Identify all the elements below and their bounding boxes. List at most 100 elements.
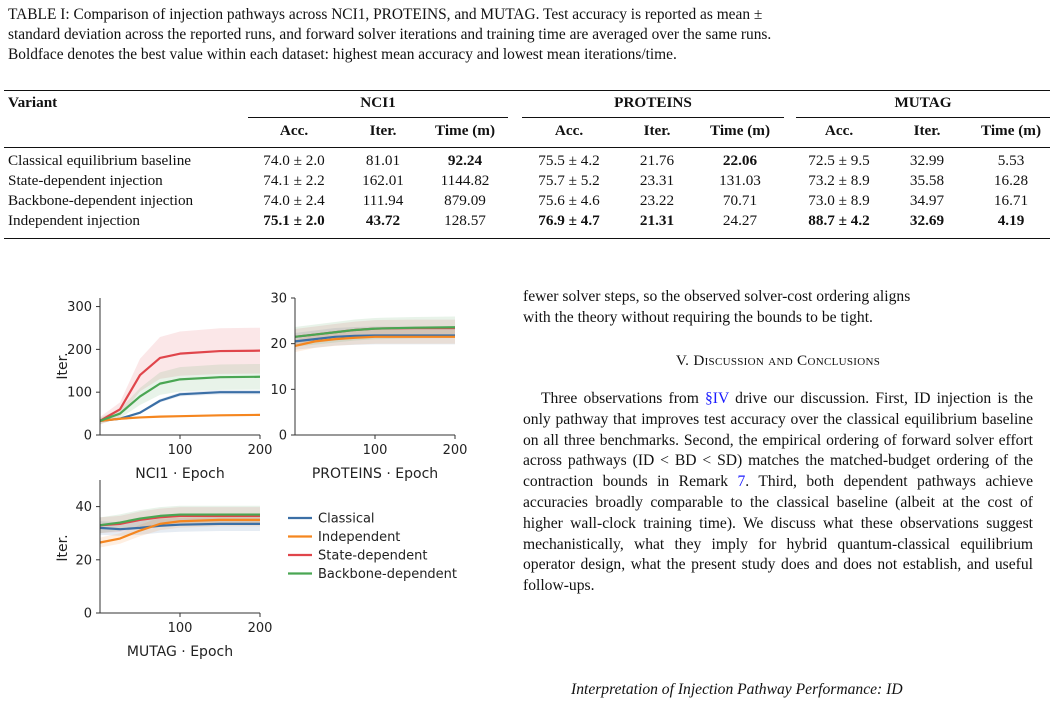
table-cell: 75.1 ± 2.0 [263, 212, 325, 229]
p1-text-b: drive our discussion. First, ID injectio… [523, 390, 1034, 491]
group-header-nci1: NCI1 [360, 94, 396, 111]
table-cell: 23.31 [639, 172, 675, 189]
table-cell: 22.06 [722, 152, 758, 169]
y-tick-label: 200 [67, 343, 92, 358]
y-axis-label-mutag: Iter. [55, 534, 71, 561]
table-top-rule [4, 90, 1050, 91]
y-tick-label: 20 [270, 337, 287, 352]
row-label: Independent injection [8, 212, 141, 229]
paragraph-1: Three observations from §IV drive our di… [523, 389, 1033, 597]
section-title: V. Discussion and Conclusions [675, 352, 881, 369]
table-cell: 21.31 [639, 212, 675, 229]
table-cell: 73.2 ± 8.9 [808, 172, 870, 189]
x-tick-label: 200 [248, 443, 273, 458]
table-cell: 72.5 ± 9.5 [808, 152, 870, 169]
table-cell: 5.53 [997, 152, 1025, 169]
series-line-classical [294, 334, 455, 343]
variant-header: Variant [8, 94, 58, 111]
para0-line-1: fewer solver steps, so the observed solv… [523, 288, 911, 305]
subheader-iter: Iter. [643, 122, 671, 139]
band-independent [100, 513, 260, 548]
table-cell: 16.71 [993, 192, 1029, 209]
series-line-independent [294, 335, 455, 348]
series-line-independent [99, 413, 261, 422]
caption-line-2: standard deviation across the reported r… [8, 26, 772, 43]
subheader-iter: Iter. [369, 122, 397, 139]
subheader-acc: Acc. [554, 122, 584, 139]
subheader-timem: Time (m) [980, 122, 1042, 139]
y-tick-label: 100 [67, 386, 92, 401]
x-tick-label: 100 [168, 621, 193, 636]
x-axis-label: MUTAG · Epoch [127, 644, 233, 660]
table-cell: 128.57 [444, 212, 486, 229]
subheader-timem: Time (m) [709, 122, 771, 139]
legend-label: Independent [318, 530, 400, 545]
paragraph-2: Interpretation of Injection Pathway Perf… [571, 681, 903, 698]
y-tick-label: 20 [75, 553, 92, 568]
x-axis-label: NCI1 · Epoch [135, 466, 225, 482]
table-cell: 70.71 [722, 192, 758, 209]
table-cell: 879.09 [444, 192, 486, 209]
series-line-backbone-dependent [99, 375, 261, 422]
group-header-proteins: PROTEINS [614, 94, 692, 111]
table-cell: 81.01 [365, 152, 401, 169]
table-cell: 21.76 [639, 152, 675, 169]
mutag-group-rule [796, 117, 1050, 118]
para0-line-2: with the theory without requiring the bo… [523, 308, 873, 326]
legend-label: Classical [318, 512, 375, 527]
legend-label: Backbone-dependent [318, 567, 457, 582]
band-backbone-dependent [100, 505, 260, 534]
table-cell: 4.19 [997, 212, 1025, 229]
series-line-backbone-dependent [99, 513, 260, 527]
y-tick-label: 0 [279, 429, 287, 444]
subheader-acc: Acc. [824, 122, 854, 139]
table-cell: 131.03 [719, 172, 761, 189]
band-backbone-dependent [100, 363, 260, 424]
table-cell: 92.24 [447, 152, 483, 169]
table-cell: 23.22 [639, 192, 675, 209]
x-tick-label: 100 [168, 443, 193, 458]
group-header-mutag: MUTAG [894, 94, 952, 111]
table-cell: 32.99 [909, 152, 945, 169]
table-cell: 1144.82 [440, 172, 490, 189]
table-cell: 32.69 [909, 212, 945, 229]
x-axis-label: PROTEINS · Epoch [312, 466, 438, 482]
y-tick-label: 40 [75, 500, 92, 515]
series-line-state-dependent [99, 514, 260, 527]
paragraph-0: fewer solver steps, so the observed solv… [523, 287, 1033, 329]
x-tick-label: 100 [363, 443, 388, 458]
section-iv-link[interactable]: §IV [705, 390, 729, 407]
table-cell: 162.01 [362, 172, 404, 189]
proteins-group-rule [522, 117, 784, 118]
remark-7-link[interactable]: 7 [737, 473, 746, 491]
table-cell: 34.97 [909, 192, 945, 209]
table-cell: 74.0 ± 2.4 [263, 192, 325, 209]
series-line-backbone-dependent [294, 326, 456, 338]
row-label: State-dependent injection [8, 172, 163, 189]
series-line-state-dependent [99, 349, 261, 422]
y-tick-label: 0 [84, 607, 92, 622]
y-axis-label-nci1: Iter. [55, 352, 71, 379]
p1-text-a: Three observations from [541, 390, 705, 407]
series-line-independent [99, 518, 260, 544]
caption-line-3: Boldface denotes the best value within e… [8, 46, 677, 63]
table-cell: 16.28 [993, 172, 1029, 189]
table-cell: 88.7 ± 4.2 [808, 212, 870, 229]
table-cell: 75.6 ± 4.6 [538, 192, 600, 209]
x-tick-label: 200 [248, 621, 273, 636]
table-cell: 111.94 [362, 192, 404, 209]
table-caption: TABLE I: Comparison of injection pathway… [8, 5, 1048, 65]
caption-line-1: TABLE I: Comparison of injection pathway… [8, 6, 763, 23]
subheader-timem: Time (m) [434, 122, 496, 139]
subheader-acc: Acc. [279, 122, 309, 139]
table-cell: 24.27 [722, 212, 758, 229]
table-bottom-rule [4, 238, 1050, 239]
row-label: Backbone-dependent injection [8, 192, 194, 209]
table-cell: 74.0 ± 2.0 [263, 152, 325, 169]
subheader-iter: Iter. [913, 122, 941, 139]
table-cell: 35.58 [909, 172, 945, 189]
row-label: Classical equilibrium baseline [8, 152, 192, 169]
table-cell: 43.72 [365, 212, 401, 229]
nci1-group-rule [248, 117, 508, 118]
